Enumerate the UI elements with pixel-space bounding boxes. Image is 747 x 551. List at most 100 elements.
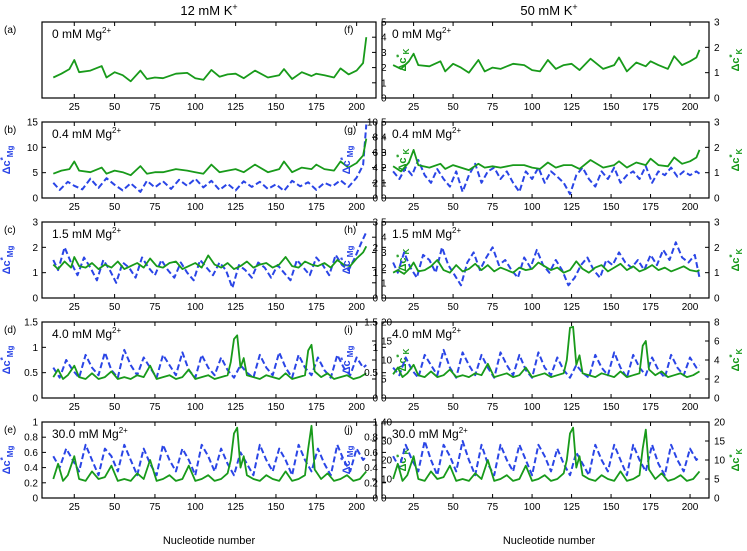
x-tick-label: 200: [682, 402, 699, 413]
x-tick-label: 100: [187, 102, 204, 113]
y-right-tick-label: 10: [381, 356, 393, 367]
x-tick-label: 125: [227, 402, 244, 413]
y-left-tick-label: 2: [372, 178, 378, 189]
y-left-axis-label-star: *: [0, 356, 8, 360]
x-tick-label: 50: [448, 302, 460, 313]
y-left-axis-label-base: Δc: [341, 160, 353, 174]
x-tick-label: 150: [268, 302, 285, 313]
y-right-tick-label: 10: [381, 475, 393, 486]
y-left-axis-label-sub: Mg: [6, 246, 15, 258]
x-tick-label: 150: [268, 102, 285, 113]
y-left-tick-label: 1: [32, 343, 38, 354]
plot-frame: [381, 121, 710, 199]
y-right-axis-label-star: *: [728, 253, 737, 257]
y-left-axis-label-base: Δc: [341, 360, 353, 374]
y-left-tick-label: 1: [32, 268, 38, 279]
series-line-k: [392, 259, 700, 275]
y-right-tick-label: 3: [381, 48, 387, 59]
y-right-tick-label: 5: [381, 18, 387, 29]
y-right-axis-label-star: *: [395, 253, 404, 257]
y-right-tick-label: 1: [714, 168, 720, 179]
series-line-k: [52, 138, 368, 177]
y-left-tick-label: 1: [372, 268, 378, 279]
x-tick-label: 175: [642, 102, 659, 113]
y-left-tick-label: 0.6: [24, 448, 38, 459]
y-right-axis-label-star: *: [395, 353, 404, 357]
x-tick-label: 200: [682, 302, 699, 313]
y-left-axis-label-sub: Mg: [346, 146, 355, 158]
y-left-tick-label: 8: [372, 133, 378, 144]
y-left-axis-label: Δc*Mg: [0, 446, 15, 475]
y-right-axis-label-base: Δc: [730, 257, 742, 271]
x-tick-label: 75: [487, 302, 499, 313]
y-right-axis-label-sub: K: [735, 48, 744, 54]
x-tick-label: 150: [603, 502, 620, 513]
y-left-tick-label: 10: [367, 118, 379, 129]
x-tick-label: 125: [227, 102, 244, 113]
y-left-axis-label: Δc*Mg: [339, 146, 355, 175]
y-right-tick-label: 4: [714, 356, 720, 367]
y-right-axis-label-star: *: [395, 53, 404, 57]
y-left-axis-label-base: Δc: [341, 260, 353, 274]
x-tick-label: 175: [642, 502, 659, 513]
x-tick-label: 125: [227, 502, 244, 513]
panel-i: 25 50 75 100 125 150 175 20002468Δc*K00.511.5Δc…: [339, 318, 744, 414]
panel-label: (d): [4, 325, 16, 336]
y-left-axis-label-sub: Mg: [6, 446, 15, 458]
panel-label: (a): [4, 25, 16, 36]
y-right-axis-label-star: *: [395, 453, 404, 457]
panel-h: 25 50 75 100 125 150 175 2000123Δc*K0123Δc*Mg(h…: [339, 218, 744, 314]
column-title-right-text: 50 mM K: [520, 3, 572, 18]
x-tick-label: 200: [682, 202, 699, 213]
x-tick-label: 100: [524, 302, 541, 313]
series-line-mg: [52, 231, 368, 289]
plot-frame: [41, 221, 377, 299]
panel-annotation: 0 mM Mg2+: [392, 26, 451, 41]
panel-annotation-sup: 2+: [112, 326, 121, 335]
x-axis-label-right: Nucleotide number: [503, 535, 596, 547]
y-right-axis-label: Δc*K: [728, 248, 744, 271]
y-left-axis-label-base: Δc: [1, 460, 13, 474]
panel-annotation-sup: 2+: [452, 326, 461, 335]
x-tick-label: 100: [524, 202, 541, 213]
x-tick-label: 175: [308, 502, 325, 513]
y-left-axis-label-star: *: [339, 356, 348, 360]
panel-annotation-text: 4.0 mM Mg: [52, 327, 112, 341]
y-left-tick-label: 5: [32, 168, 38, 179]
y-right-tick-label: 4: [381, 133, 387, 144]
y-right-axis-label-star: *: [728, 353, 737, 357]
y-right-axis-label-star: *: [728, 153, 737, 157]
y-left-axis-label: Δc*Mg: [339, 246, 355, 275]
x-tick-label: 100: [187, 502, 204, 513]
y-right-tick-label: 1: [381, 278, 387, 289]
y-left-tick-label: 4: [372, 163, 378, 174]
x-tick-label: 75: [149, 402, 161, 413]
x-tick-label: 125: [563, 502, 580, 513]
x-tick-label: 200: [348, 302, 365, 313]
panel-annotation-text: 0.4 mM Mg: [52, 127, 112, 141]
x-tick-label: 50: [448, 202, 460, 213]
series-line-k: [52, 245, 368, 271]
y-right-axis-label-sub: K: [402, 48, 411, 54]
panel-annotation: 0.4 mM Mg2+: [52, 126, 121, 141]
y-left-tick-label: 0: [372, 194, 378, 205]
y-right-axis-label-star: *: [728, 453, 737, 457]
x-axis-label-left: Nucleotide number: [163, 535, 256, 547]
y-left-tick-label: 0: [372, 394, 378, 405]
x-tick-label: 25: [408, 502, 420, 513]
y-left-tick-label: 3: [32, 218, 38, 229]
x-tick-label: 175: [308, 302, 325, 313]
panel-label: (b): [4, 125, 16, 136]
series-line-k: [392, 426, 701, 482]
x-tick-label: 100: [524, 502, 541, 513]
x-tick-label: 175: [642, 202, 659, 213]
y-left-tick-label: 0: [32, 294, 38, 305]
y-left-axis-label: Δc*Mg: [0, 246, 15, 275]
x-tick-label: 75: [487, 502, 499, 513]
y-right-tick-label: 0: [714, 494, 720, 505]
y-right-axis-label-star: *: [728, 53, 737, 57]
y-right-tick-label: 10: [714, 456, 726, 467]
series-line-mg: [52, 348, 367, 379]
y-right-tick-label: 0: [714, 294, 720, 305]
y-left-tick-label: 0.5: [364, 368, 378, 379]
